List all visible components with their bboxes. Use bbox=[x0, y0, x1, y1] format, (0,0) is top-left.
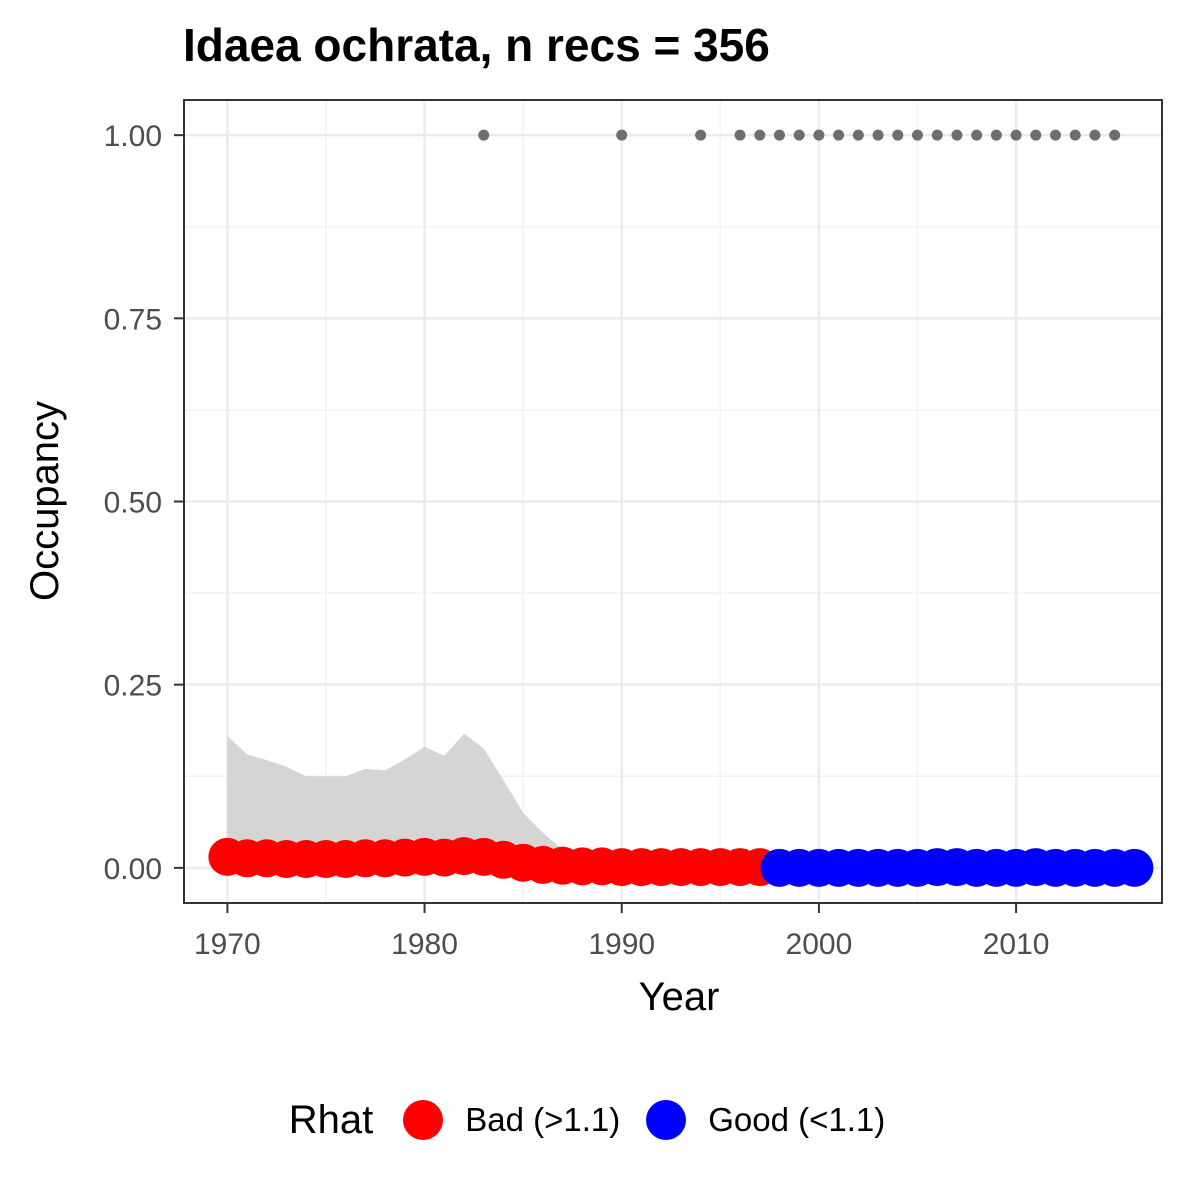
x-tick-label: 1970 bbox=[194, 928, 261, 961]
observation-point bbox=[478, 129, 490, 141]
y-tick-label: 0.75 bbox=[104, 303, 162, 336]
observation-point bbox=[616, 129, 628, 141]
observation-point bbox=[1109, 129, 1121, 141]
observation-point bbox=[1069, 129, 1081, 141]
observation-point bbox=[734, 129, 746, 141]
observation-point bbox=[872, 129, 884, 141]
y-tick-label: 0.25 bbox=[104, 670, 162, 703]
observation-point bbox=[951, 129, 963, 141]
legend-label-good: Good (<1.1) bbox=[708, 1101, 886, 1138]
observation-point bbox=[892, 129, 904, 141]
observation-point bbox=[990, 129, 1002, 141]
chart-title: Idaea ochrata, n recs = 356 bbox=[183, 19, 770, 71]
x-tick-label: 2010 bbox=[983, 928, 1050, 961]
observation-point bbox=[912, 129, 923, 141]
observation-point bbox=[1050, 129, 1062, 141]
observation-point bbox=[695, 129, 707, 141]
x-axis-label: Year bbox=[639, 975, 720, 1019]
observation-point bbox=[1010, 129, 1022, 141]
y-tick-label: 0.50 bbox=[104, 487, 162, 520]
observation-point bbox=[833, 129, 845, 141]
legend: Rhat Bad (>1.1) Good (<1.1) bbox=[0, 1088, 1200, 1152]
legend-label-bad: Bad (>1.1) bbox=[465, 1101, 621, 1138]
observation-point bbox=[1089, 129, 1101, 141]
credible-interval-area bbox=[227, 733, 760, 868]
legend-item-bad: Bad (>1.1) bbox=[403, 1100, 620, 1140]
y-tick-label: 0.00 bbox=[104, 853, 162, 886]
legend-swatch-bad bbox=[403, 1100, 444, 1140]
observation-point bbox=[971, 129, 983, 141]
y-axis-label: Occupancy bbox=[23, 401, 67, 601]
observation-point bbox=[813, 129, 825, 141]
y-axis: 0.00 0.25 0.50 0.75 1.00 bbox=[104, 120, 184, 886]
legend-swatch-good bbox=[646, 1100, 687, 1140]
occupancy-points bbox=[208, 837, 1154, 887]
legend-item-good: Good (<1.1) bbox=[646, 1100, 885, 1140]
x-axis: 1970 1980 1990 2000 2010 bbox=[194, 903, 1049, 961]
legend-title: Rhat bbox=[288, 1097, 374, 1142]
observation-point bbox=[931, 129, 943, 141]
observation-point bbox=[773, 129, 785, 141]
observation-point bbox=[1030, 129, 1042, 141]
x-tick-label: 2000 bbox=[786, 928, 853, 961]
observation-point bbox=[793, 129, 805, 141]
data-point-good bbox=[1115, 848, 1154, 887]
x-tick-label: 1980 bbox=[391, 928, 458, 961]
observation-point bbox=[852, 129, 864, 141]
credible-interval-ribbon bbox=[227, 733, 760, 868]
observation-points bbox=[478, 129, 1121, 141]
x-tick-label: 1990 bbox=[588, 928, 655, 961]
y-tick-label: 1.00 bbox=[104, 120, 162, 153]
observation-point bbox=[754, 129, 766, 141]
